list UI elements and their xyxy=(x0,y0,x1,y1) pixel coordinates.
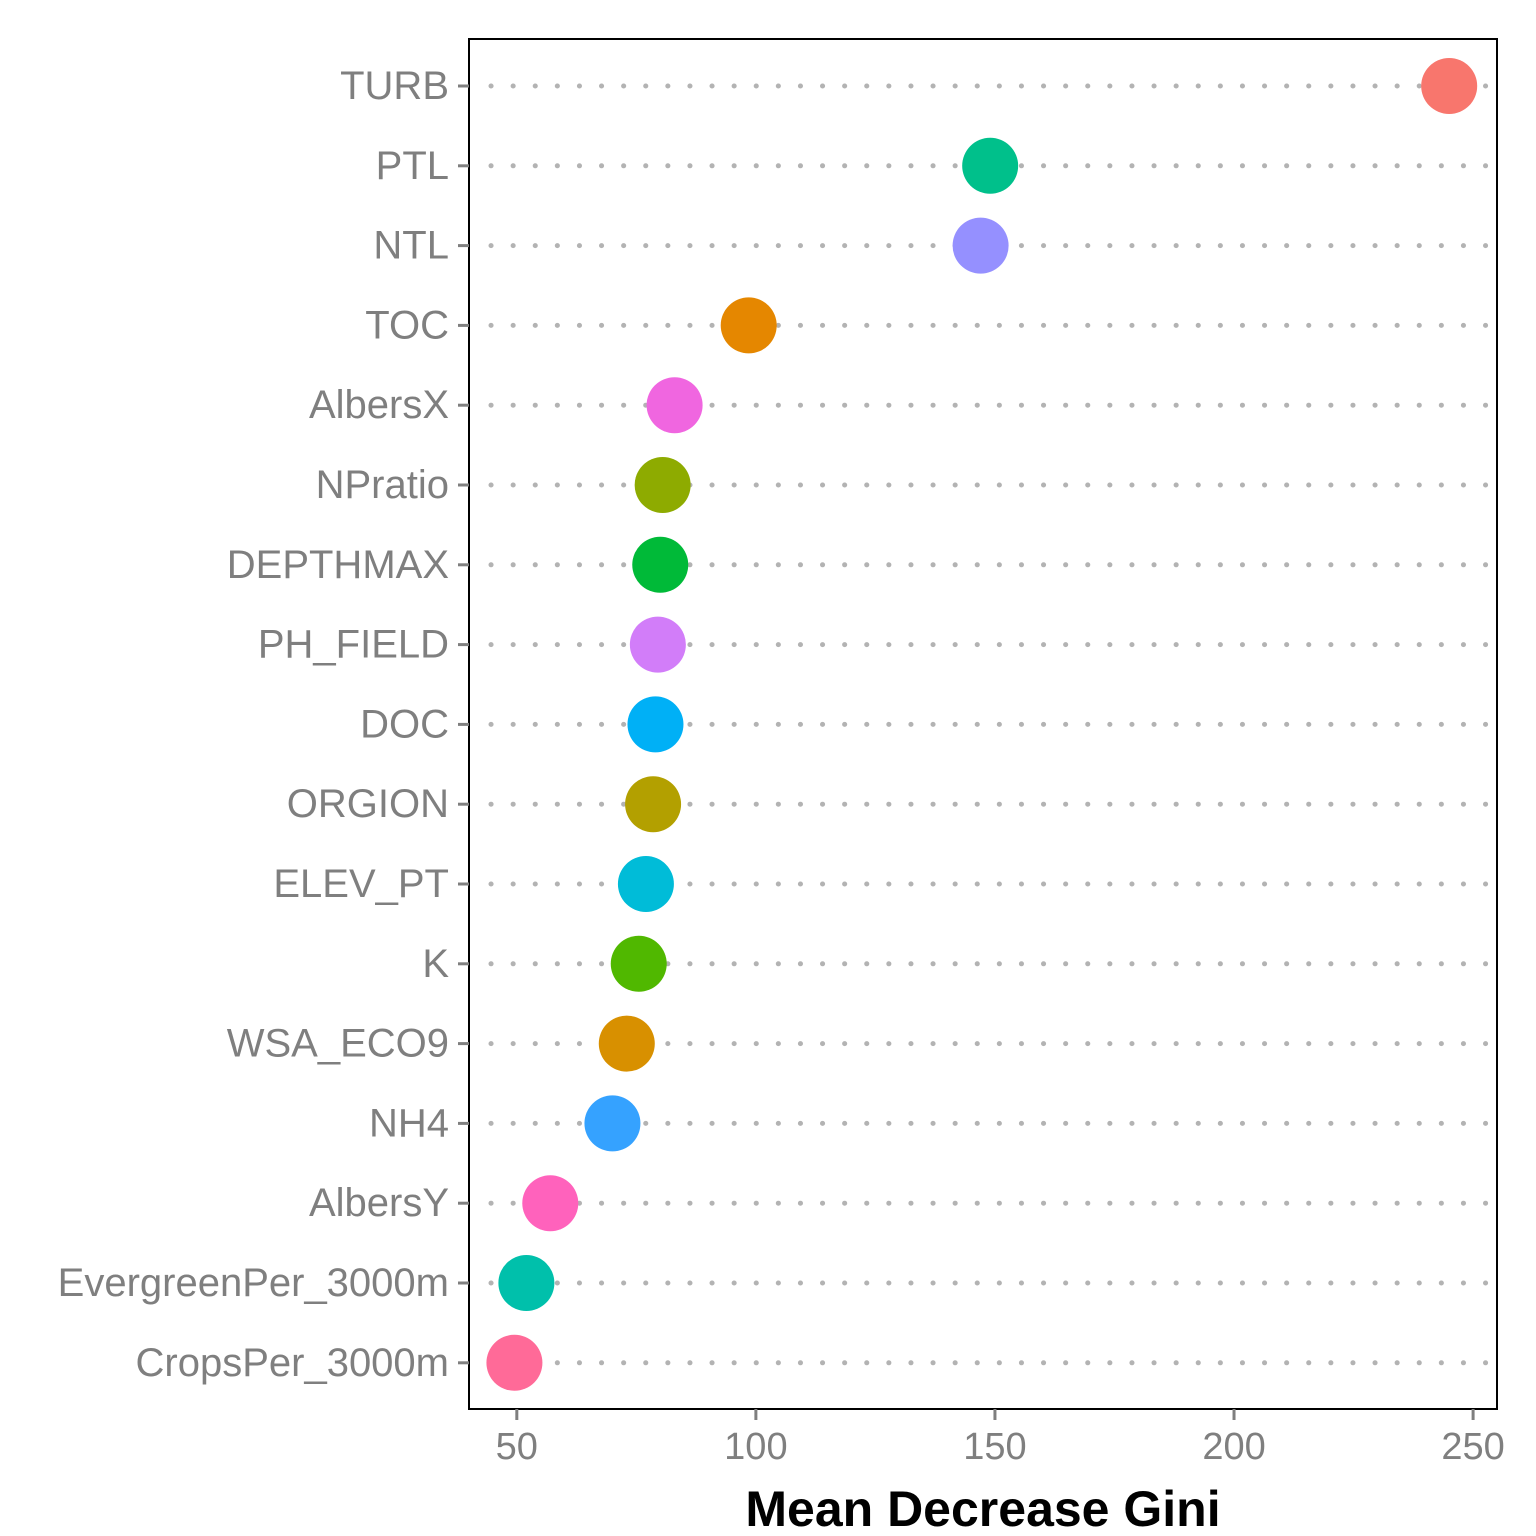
category-label-npratio: NPratio xyxy=(316,463,449,507)
point-albersx xyxy=(646,377,703,434)
x-tick-label-250: 250 xyxy=(1441,1426,1504,1468)
category-label-doc: DOC xyxy=(360,702,449,746)
point-cropsper-3000m xyxy=(486,1334,543,1391)
category-label-turb: TURB xyxy=(340,64,449,108)
x-tick-label-50: 50 xyxy=(496,1426,538,1468)
category-label-albersy: AlbersY xyxy=(309,1181,449,1225)
point-npratio xyxy=(634,457,691,513)
point-turb xyxy=(1421,58,1478,114)
category-label-ph-field: PH_FIELD xyxy=(258,623,449,667)
point-doc xyxy=(627,696,684,753)
point-ptl xyxy=(962,137,1019,194)
point-ph-field xyxy=(629,616,686,673)
point-nh4 xyxy=(584,1095,641,1152)
category-label-orgion: ORGION xyxy=(287,782,449,826)
point-wsa-eco9 xyxy=(598,1015,655,1072)
category-label-ntl: NTL xyxy=(373,224,449,268)
guide-lines xyxy=(488,83,1500,1366)
point-toc xyxy=(720,297,777,354)
y-axis-labels: TURB PTL NTL TOC AlbersX NPratio DEPTHMAX PH_FI… xyxy=(58,64,450,1385)
x-tick-label-100: 100 xyxy=(724,1426,787,1468)
category-label-k: K xyxy=(422,942,449,986)
point-albersy xyxy=(522,1175,579,1232)
point-ntl xyxy=(952,217,1009,274)
category-label-cropsper-3000m: CropsPer_3000m xyxy=(136,1341,450,1385)
x-tick-label-150: 150 xyxy=(963,1426,1026,1468)
category-label-wsa-eco9: WSA_ECO9 xyxy=(227,1022,449,1066)
category-label-nh4: NH4 xyxy=(369,1101,449,1145)
data-points xyxy=(486,58,1478,1391)
category-label-depthmax: DEPTHMAX xyxy=(227,543,449,587)
y-axis-ticks xyxy=(458,84,469,1365)
x-axis-ticks xyxy=(515,1409,1475,1420)
x-tick-label-200: 200 xyxy=(1202,1426,1265,1468)
x-axis-title: Mean Decrease Gini xyxy=(745,1481,1220,1536)
point-k xyxy=(610,935,667,992)
category-label-albersx: AlbersX xyxy=(309,383,449,427)
point-orgion xyxy=(625,776,682,833)
category-label-ptl: PTL xyxy=(376,144,449,188)
x-axis-labels: 50 100 150 200 250 xyxy=(496,1426,1505,1468)
category-label-elev-pt: ELEV_PT xyxy=(273,862,449,906)
point-evergreenper-3000m xyxy=(498,1255,555,1311)
category-label-evergreenper-3000m: EvergreenPer_3000m xyxy=(58,1261,449,1305)
point-elev-pt xyxy=(617,856,674,912)
category-label-toc: TOC xyxy=(365,303,449,347)
point-depthmax xyxy=(632,536,689,593)
